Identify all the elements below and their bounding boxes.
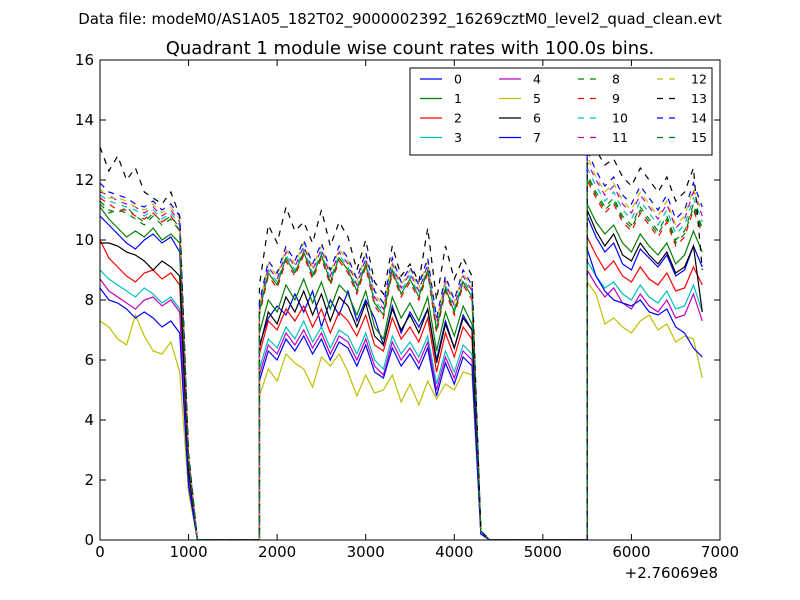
series-line-6 [100, 209, 703, 540]
axis-ticks: 0 1000 2000 3000 4000 5000 6000 700002468101214… [75, 51, 739, 561]
legend-label: 1 [454, 91, 462, 106]
y-tick-label: 14 [75, 111, 94, 129]
series-line-5 [100, 280, 703, 540]
x-offset-label: +2.76069e8 [625, 564, 718, 582]
series-line-7 [100, 248, 703, 540]
chart-title: Quadrant 1 module wise count rates with … [166, 38, 655, 59]
x-tick-label: 1000 [169, 543, 207, 561]
legend-label: 9 [612, 91, 620, 106]
legend-label: 14 [691, 111, 707, 126]
y-tick-label: 6 [84, 351, 94, 369]
legend-label: 10 [612, 111, 628, 126]
x-tick-label: 5000 [524, 543, 562, 561]
x-tick-label: 2000 [258, 543, 296, 561]
plot-area [100, 107, 703, 540]
legend-label: 11 [612, 130, 628, 145]
legend-label: 6 [533, 111, 541, 126]
legend-label: 12 [691, 72, 707, 87]
y-tick-label: 0 [84, 531, 94, 549]
legend-label: 4 [533, 72, 541, 87]
x-tick-label: 3000 [347, 543, 385, 561]
chart-suptitle: Data file: modeM0/AS1A05_182T02_90000023… [78, 10, 722, 29]
legend-label: 8 [612, 72, 620, 87]
y-tick-label: 4 [84, 411, 94, 429]
legend-label: 15 [691, 130, 707, 145]
y-tick-label: 8 [84, 291, 94, 309]
legend-label: 3 [454, 130, 462, 145]
legend-label: 13 [691, 91, 707, 106]
legend-label: 5 [533, 91, 541, 106]
y-tick-label: 16 [75, 51, 94, 69]
legend-label: 0 [454, 72, 462, 87]
series-line-14 [100, 149, 703, 540]
legend-label: 2 [454, 111, 462, 126]
legend-box [409, 67, 713, 156]
series-line-11 [100, 161, 703, 540]
x-tick-label: 4000 [435, 543, 473, 561]
series-line-3 [100, 258, 703, 540]
legend-label: 7 [533, 130, 541, 145]
y-tick-label: 10 [75, 231, 94, 249]
x-tick-label: 6000 [612, 543, 650, 561]
x-tick-label: 7000 [701, 543, 739, 561]
y-tick-label: 12 [75, 171, 94, 189]
y-tick-label: 2 [84, 471, 94, 489]
x-tick-label: 0 [95, 543, 105, 561]
